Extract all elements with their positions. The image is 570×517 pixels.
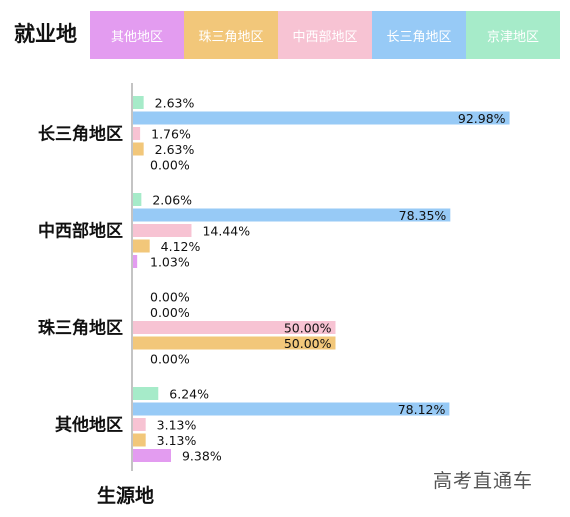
value-label: 0.00%	[150, 158, 190, 173]
value-label: 92.98%	[458, 111, 506, 126]
legend-item: 中西部地区	[278, 11, 372, 59]
value-label: 1.76%	[151, 127, 191, 142]
legend-item: 其他地区	[90, 11, 184, 59]
category-label: 其他地区	[55, 415, 123, 436]
value-label: 4.12%	[161, 239, 201, 254]
value-label: 2.63%	[155, 96, 195, 111]
bar	[133, 402, 450, 416]
bar	[133, 142, 144, 156]
value-label: 50.00%	[284, 336, 332, 351]
value-label: 6.24%	[169, 387, 209, 402]
bar	[133, 208, 451, 222]
bar	[133, 127, 141, 140]
value-label: 1.03%	[150, 255, 190, 270]
value-label: 3.13%	[157, 418, 197, 433]
bar	[133, 224, 192, 237]
bar	[133, 418, 146, 431]
y-axis-title: 生源地	[97, 485, 155, 507]
value-label: 50.00%	[284, 321, 332, 336]
bar	[133, 96, 144, 109]
value-label: 2.63%	[155, 142, 195, 157]
legend-item: 长三角地区	[372, 11, 466, 59]
bar	[133, 321, 336, 334]
legend-item: 京津地区	[466, 11, 560, 59]
watermark: 高考直通车	[433, 470, 534, 492]
category-label: 中西部地区	[38, 221, 123, 242]
legend-item: 珠三角地区	[184, 11, 278, 59]
value-label: 78.35%	[399, 208, 447, 223]
value-label: 78.12%	[398, 402, 446, 417]
value-label: 9.38%	[182, 449, 222, 464]
legend-title: 就业地	[14, 22, 77, 46]
bar	[133, 433, 146, 447]
bar	[133, 387, 159, 400]
value-label: 2.06%	[152, 193, 192, 208]
value-label: 0.00%	[150, 352, 190, 367]
category-label: 珠三角地区	[38, 318, 123, 339]
bar	[133, 111, 510, 125]
value-label: 0.00%	[150, 290, 190, 305]
bar	[133, 239, 150, 253]
bar	[133, 193, 142, 206]
bar	[133, 449, 171, 462]
value-label: 3.13%	[157, 433, 197, 448]
value-label: 14.44%	[202, 224, 250, 239]
bar	[133, 255, 138, 268]
bar	[133, 336, 336, 350]
value-label: 0.00%	[150, 305, 190, 320]
category-label: 长三角地区	[38, 124, 123, 145]
